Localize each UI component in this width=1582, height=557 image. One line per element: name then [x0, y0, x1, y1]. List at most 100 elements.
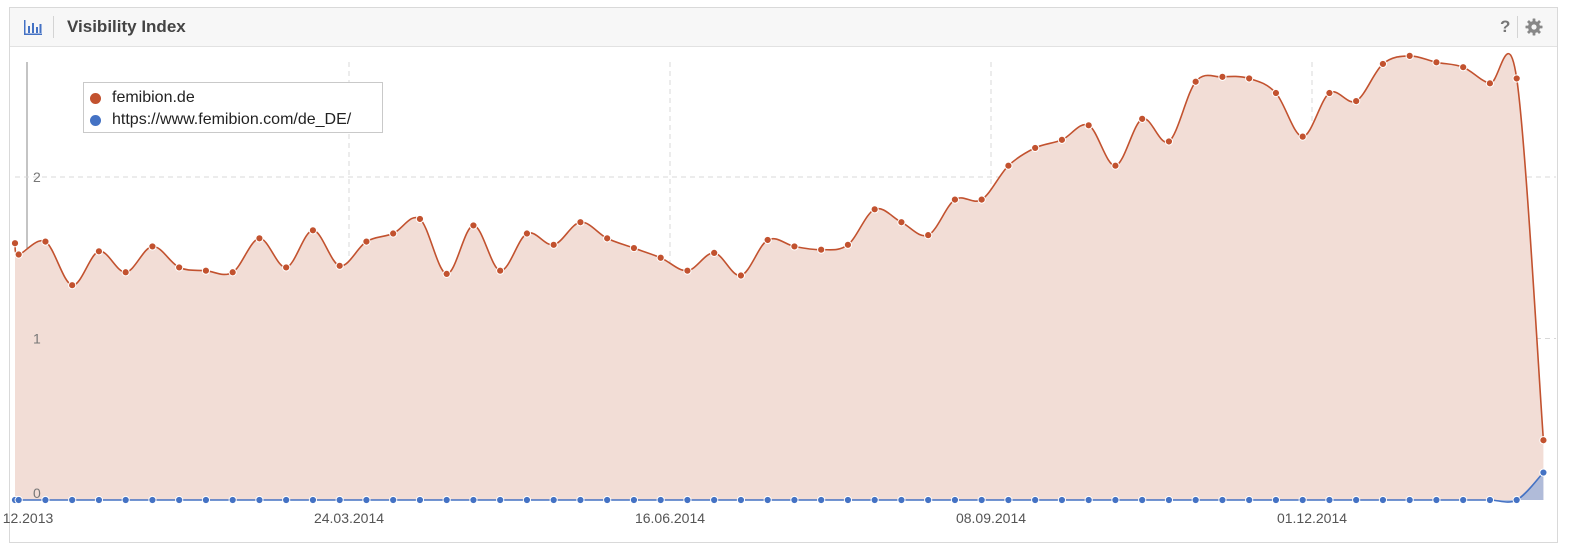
data-point-series-1 [1432, 58, 1441, 67]
help-button[interactable]: ? [1500, 17, 1511, 36]
data-point-series-2 [1485, 495, 1495, 505]
panel-title: Visibility Index [67, 17, 186, 36]
data-point-series-1 [1084, 121, 1093, 130]
data-point-series-1 [924, 231, 933, 240]
data-point-series-1 [1031, 143, 1040, 153]
data-point-series-1 [817, 245, 826, 254]
data-point-series-1 [175, 263, 184, 272]
legend-label-series-2: https://www.femibion.com/de_DE/ [112, 111, 352, 128]
data-point-series-2 [1111, 495, 1120, 505]
chart-legend: femibion.de https://www.femibion.com/de_… [83, 82, 383, 133]
data-point-series-2 [1218, 495, 1227, 505]
data-point-series-1 [656, 253, 665, 262]
data-point-series-2 [496, 495, 505, 505]
axis-label-layer: 12.2013 24.03.2014 16.06.2014 08.09.2014 01.… [3, 169, 1348, 526]
data-point-series-1 [41, 237, 50, 246]
x-tick-label: 08.09.2014 [956, 510, 1026, 526]
data-point-series-2 [1004, 495, 1013, 505]
data-point-series-2 [549, 495, 558, 505]
data-point-series-1 [1138, 114, 1147, 123]
legend-item-femibion-com[interactable]: https://www.femibion.com/de_DE/ [90, 110, 351, 130]
data-point-series-1 [950, 195, 960, 204]
legend-label-series-1: femibion.de [112, 89, 195, 106]
data-point-series-2 [763, 495, 772, 505]
panel-header: Visibility Index ? [10, 8, 1557, 47]
data-point-series-1 [977, 195, 986, 204]
data-point-series-1 [1111, 161, 1120, 170]
data-point-series-1 [790, 242, 799, 251]
data-point-series-1 [1164, 137, 1174, 146]
data-point-series-2 [335, 495, 344, 505]
data-point-series-2 [68, 495, 77, 505]
data-point-series-2 [950, 495, 960, 505]
data-point-series-2 [1539, 468, 1548, 477]
x-tick-label: 24.03.2014 [314, 510, 384, 526]
data-point-series-2 [656, 495, 665, 505]
data-point-series-2 [576, 495, 585, 505]
data-point-series-2 [148, 495, 157, 505]
data-point-series-2 [1405, 495, 1414, 505]
data-point-series-1 [121, 268, 130, 277]
data-point-series-1 [549, 240, 558, 249]
data-point-series-2 [1298, 495, 1307, 505]
data-point-series-1 [1378, 59, 1388, 69]
data-point-series-2 [255, 495, 264, 505]
data-point-series-1 [469, 221, 478, 230]
data-point-series-2 [977, 495, 986, 505]
data-point-series-2 [924, 495, 933, 505]
bar-chart-icon[interactable] [23, 18, 43, 36]
gear-icon[interactable] [1524, 17, 1544, 37]
data-point-series-1 [1485, 79, 1495, 88]
y-tick-label: 2 [33, 169, 41, 185]
data-point-series-2 [201, 495, 211, 505]
x-tick-label: 16.06.2014 [635, 510, 705, 526]
data-point-series-1 [94, 247, 104, 256]
y-tick-label: 0 [33, 485, 41, 501]
y-tick-label: 1 [33, 331, 41, 347]
data-point-series-1 [415, 214, 425, 224]
data-point-series-1 [1004, 161, 1013, 170]
data-point-series-1 [389, 229, 398, 238]
data-point-series-1 [1218, 72, 1227, 81]
data-point-series-1 [282, 263, 291, 272]
data-point-series-2 [1512, 495, 1521, 505]
data-point-series-2 [415, 495, 425, 505]
data-point-series-1 [736, 271, 746, 280]
data-point-series-1 [1459, 63, 1468, 72]
data-point-series-2 [469, 495, 478, 505]
data-point-series-2 [94, 495, 104, 505]
data-point-series-2 [14, 495, 23, 505]
data-point-series-1 [496, 266, 505, 275]
legend-item-femibion-de[interactable]: femibion.de [90, 88, 195, 108]
data-point-series-1 [228, 268, 237, 277]
data-point-series-1 [843, 240, 853, 249]
data-point-series-2 [629, 495, 639, 505]
data-point-series-1 [710, 248, 719, 258]
data-point-series-1 [68, 281, 77, 290]
data-point-series-2 [1271, 495, 1281, 505]
data-point-series-1 [603, 234, 612, 243]
data-point-series-1 [897, 218, 906, 227]
header-divider-right [1517, 16, 1518, 38]
data-point-series-1 [10, 239, 20, 248]
legend-marker-series-2 [90, 114, 101, 126]
data-point-series-2 [175, 495, 184, 505]
data-point-series-1 [763, 235, 772, 245]
area-layer [15, 53, 1544, 503]
data-point-series-2 [603, 495, 612, 505]
point-layer [10, 51, 1548, 505]
data-point-series-1 [308, 226, 318, 235]
x-tick-label: 01.12.2014 [1277, 510, 1347, 526]
data-point-series-2 [1352, 495, 1361, 505]
data-point-series-1 [1245, 74, 1254, 83]
data-point-series-1 [148, 242, 157, 251]
data-point-series-2 [1164, 495, 1174, 505]
data-point-series-2 [1084, 495, 1093, 505]
data-point-series-2 [870, 495, 879, 505]
data-point-series-1 [335, 261, 344, 270]
data-point-series-1 [201, 266, 211, 275]
data-point-series-1 [576, 218, 585, 227]
data-point-series-2 [228, 495, 237, 505]
data-point-series-1 [522, 229, 532, 238]
x-tick-label: 12.2013 [3, 510, 54, 526]
